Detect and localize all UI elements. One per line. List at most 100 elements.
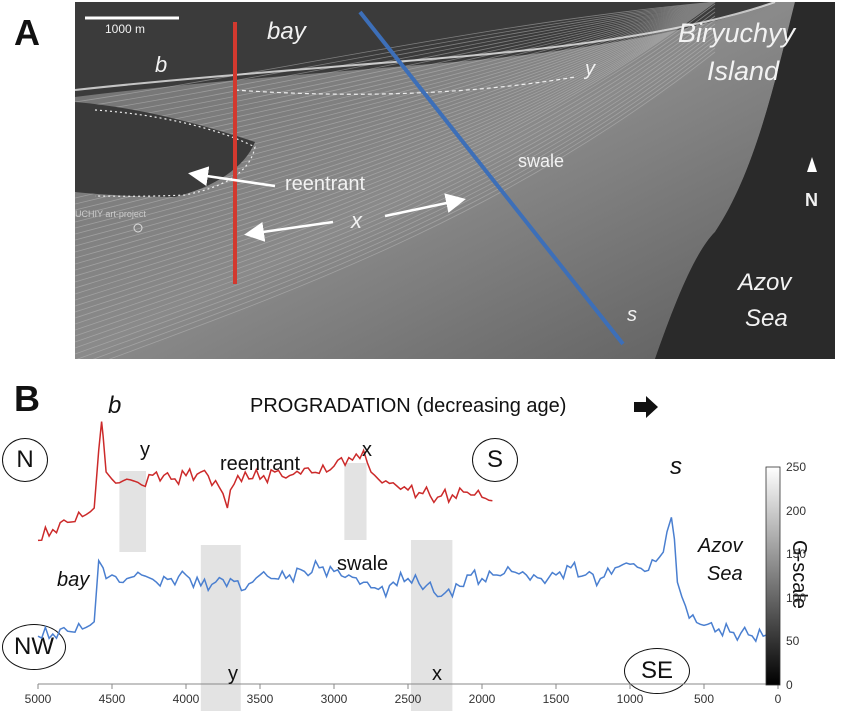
x-tick-label: 1500 [542, 692, 570, 706]
colorbar-tick-label: 200 [786, 503, 807, 518]
x-tick-label: 500 [693, 692, 715, 706]
shade-x-top [344, 463, 367, 540]
striation-line [75, 2, 716, 121]
x-label: x [351, 208, 362, 233]
watermark-label: UCHIY art-project [75, 209, 146, 219]
x-tick-label: 2000 [468, 692, 496, 706]
striation-line [75, 19, 716, 325]
x-tick-label: 2500 [394, 692, 422, 706]
x-tick-label: 4500 [98, 692, 126, 706]
shade-y-top [119, 471, 147, 552]
x-tick-label: 3000 [320, 692, 348, 706]
striation-line [75, 2, 716, 223]
striation-line [75, 2, 716, 235]
x-tick-label: 0 [774, 692, 782, 706]
colorbar [765, 466, 781, 686]
shoreline [75, 2, 776, 91]
striation-line [75, 2, 716, 289]
reentrant-outline [94, 109, 256, 197]
striation-line [75, 15, 716, 319]
island-label-2: Island [707, 56, 780, 86]
blue-transect [358, 10, 625, 346]
striation-line [75, 11, 716, 313]
nw-circle-label: NW [2, 624, 66, 670]
lines-layer [37, 421, 778, 643]
striation-line [75, 2, 716, 271]
striation-line [75, 2, 716, 229]
colorbar-tick-label: 100 [786, 590, 807, 605]
island-label-1: Biryuchyy [678, 18, 796, 48]
sea-label-2: Sea [745, 305, 788, 332]
striation-line [108, 51, 716, 359]
striation-line [76, 43, 716, 359]
se-circle-label: SE [624, 648, 690, 694]
reentrant-arrow [188, 166, 276, 188]
x-tick-label: 3500 [246, 692, 274, 706]
reentrant-label: reentrant [220, 453, 301, 475]
striation-line [75, 2, 716, 259]
striation-line [75, 3, 716, 301]
pin-icon [133, 223, 143, 233]
ridge-y-line [234, 76, 576, 95]
y-label: y [585, 58, 595, 80]
sea-label-1: Azov [698, 535, 743, 557]
striation-line [75, 2, 716, 277]
swale-label: swale [518, 151, 565, 171]
striation-line [75, 39, 716, 355]
striation-line [75, 7, 716, 307]
colorbar-tick-label: 250 [786, 460, 807, 474]
striation-line [75, 2, 716, 265]
bay-label: bay [57, 569, 90, 591]
shade-y-bottom [200, 545, 241, 711]
x-top-label: x [362, 439, 372, 461]
n-circle-label: N [2, 438, 48, 482]
panel-b-letter: B [14, 378, 40, 419]
colorbar-tick-label: 150 [786, 547, 807, 562]
x-arrow-right [384, 193, 466, 218]
s-label: s [627, 304, 637, 326]
blue-profile-line [37, 517, 778, 643]
striation-line [75, 2, 716, 241]
red-profile-line [37, 421, 493, 542]
reentrant-label: reentrant [285, 173, 366, 195]
striation-line [92, 47, 716, 359]
satellite-image: 1000 m bay b y Biryuchyy Island swale re… [75, 2, 835, 359]
x-tick-label: 4000 [172, 692, 200, 706]
right-arrow-icon [634, 396, 658, 418]
x-bottom-label: x [432, 663, 442, 685]
shade-layer [119, 463, 453, 711]
striation-line [75, 2, 716, 115]
s-label: s [670, 453, 682, 480]
progradation-title: PROGRADATION (decreasing age) [250, 395, 567, 417]
x-tick-label: 5000 [24, 692, 52, 706]
sea-label-2: Sea [707, 563, 743, 585]
b-label: b [155, 52, 168, 77]
striation-line [75, 2, 716, 253]
x-axis [37, 683, 779, 689]
bay-label: bay [267, 18, 306, 45]
s-circle-label: S [472, 438, 518, 482]
striation-line [75, 27, 716, 337]
scale-bar-label: 1000 m [105, 22, 146, 36]
b-label: b [108, 392, 122, 419]
north-arrow-icon [807, 157, 817, 172]
reentrant-area [75, 102, 255, 197]
x-tick-label: 1000 [616, 692, 644, 706]
swale-label: swale [337, 553, 389, 575]
colorbar-tick-label: 50 [786, 634, 800, 649]
striation-line [75, 2, 716, 127]
sea-label-1: Azov [738, 269, 792, 296]
striation-line [75, 2, 716, 295]
panel-a-letter: A [14, 12, 40, 53]
striation-line [75, 2, 716, 247]
shade-x-bottom [410, 540, 453, 711]
striation-line [75, 2, 716, 283]
north-label: N [805, 190, 818, 210]
y-bottom-label: y [228, 663, 238, 685]
striation-line [75, 2, 716, 109]
y-top-label: y [140, 439, 150, 461]
colorbar-tick-label: 0 [786, 678, 793, 692]
x-arrow-left [244, 220, 334, 242]
land-area [75, 2, 795, 359]
